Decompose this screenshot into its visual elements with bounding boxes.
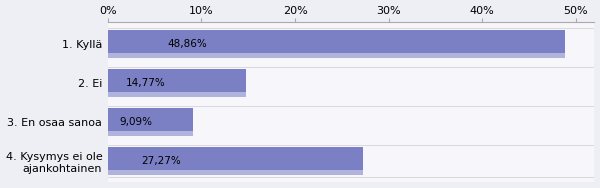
Bar [108,30,565,58]
Bar [108,92,246,97]
Bar [108,170,363,175]
Text: 14,77%: 14,77% [126,78,166,88]
Bar [108,147,363,175]
Bar [108,69,246,97]
Text: 48,86%: 48,86% [167,39,207,49]
Bar [108,108,193,136]
Text: 9,09%: 9,09% [119,117,152,127]
Bar [108,131,193,136]
Bar [108,53,565,58]
Text: 27,27%: 27,27% [141,156,181,166]
